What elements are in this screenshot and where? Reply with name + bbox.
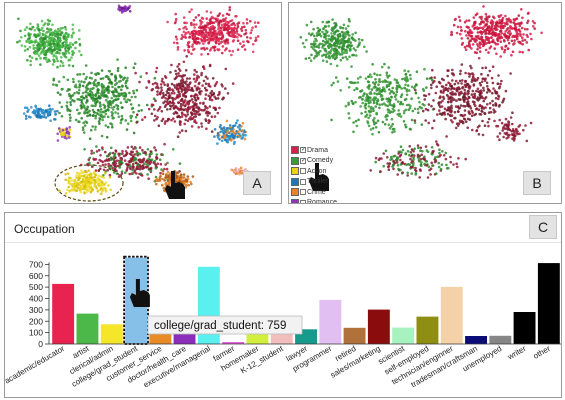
y-tick-label: 500 (29, 282, 43, 292)
legend-item-comedy[interactable]: ✓ Comedy (291, 156, 337, 167)
y-tick-label: 300 (29, 305, 43, 315)
tooltip-text: college/grad_student: 759 (154, 320, 286, 332)
embedding-panel-b[interactable]: ✓ Drama ✓ Comedy Action Thriller Crime Romance … (288, 2, 562, 204)
legend-checkbox[interactable] (300, 189, 306, 196)
x-tick-label: academic/educator (5, 344, 66, 386)
panel-b-label: B (523, 171, 551, 195)
legend-item-action[interactable]: Action (291, 166, 337, 177)
legend-item-thriller[interactable]: Thriller (291, 177, 337, 188)
legend-label: Action (307, 167, 327, 175)
legend-swatch (291, 177, 299, 186)
bar-artist[interactable] (76, 313, 99, 344)
legend-label: Drama (307, 146, 329, 154)
legend-checkbox[interactable] (300, 168, 306, 175)
genre-legend: ✓ Drama ✓ Comedy Action Thriller Crime Romance (291, 145, 337, 204)
bar-programmer[interactable] (319, 299, 342, 344)
y-tick-label: 200 (29, 316, 43, 326)
y-tick-label: 0 (38, 339, 43, 349)
y-tick-label: 700 (29, 259, 43, 269)
x-tick-label: other (532, 344, 553, 361)
legend-checkbox[interactable] (300, 199, 306, 203)
legend-checkbox[interactable] (300, 178, 306, 185)
bar-tradesman-craftsman[interactable] (465, 336, 487, 344)
occupation-title: Occupation (14, 222, 75, 236)
legend-checkbox[interactable]: ✓ (300, 147, 307, 154)
bar-customer-service[interactable] (149, 331, 172, 344)
legend-item-crime[interactable]: Crime (291, 187, 337, 198)
y-tick-label: 100 (29, 328, 43, 338)
hand-cursor-icon (129, 279, 150, 307)
scatter-plot-b[interactable] (289, 3, 562, 204)
legend-label: Thriller (307, 178, 329, 186)
legend-swatch (291, 167, 299, 176)
bar-other[interactable] (537, 263, 560, 344)
legend-label: Crime (307, 188, 326, 196)
panel-c-label: C (529, 215, 557, 239)
bar-farmer[interactable] (222, 342, 245, 344)
x-tick-label: writer (505, 344, 528, 362)
hand-cursor-icon (309, 163, 329, 191)
embedding-panel-a[interactable]: A (4, 2, 282, 204)
bar-tooltip: college/grad_student: 759 (147, 315, 303, 335)
legend-label: Romance (307, 199, 337, 204)
legend-swatch (291, 156, 299, 165)
hand-cursor-icon (165, 171, 185, 199)
bar-unemployed[interactable] (489, 335, 512, 344)
bar-scientist[interactable] (392, 327, 415, 344)
legend-swatch (291, 146, 299, 155)
bar-sales-marketing[interactable] (367, 309, 390, 344)
bar-clerical-admin[interactable] (100, 324, 123, 344)
legend-label: Comedy (307, 157, 334, 165)
bar-academic-educator[interactable] (52, 283, 75, 344)
bar-self-employed[interactable] (416, 316, 439, 344)
bar-technician-enginner[interactable] (440, 286, 463, 344)
title-divider (5, 242, 561, 243)
legend-checkbox[interactable]: ✓ (300, 157, 307, 164)
legend-item-drama[interactable]: ✓ Drama (291, 145, 337, 156)
scatter-plot-a[interactable] (5, 3, 282, 204)
legend-item-romance[interactable]: Romance (291, 198, 337, 204)
bar-homemaker[interactable] (246, 333, 269, 345)
panel-a-label: A (243, 171, 271, 195)
bar-writer[interactable] (513, 312, 536, 344)
y-tick-label: 600 (29, 271, 43, 281)
legend-swatch (291, 188, 299, 197)
occupation-panel: Occupation C 0 100 200 300 400 500 600 700 acade… (4, 212, 562, 398)
y-tick-label: 400 (29, 294, 43, 304)
legend-swatch (291, 198, 299, 203)
bar-retired[interactable] (343, 327, 366, 344)
